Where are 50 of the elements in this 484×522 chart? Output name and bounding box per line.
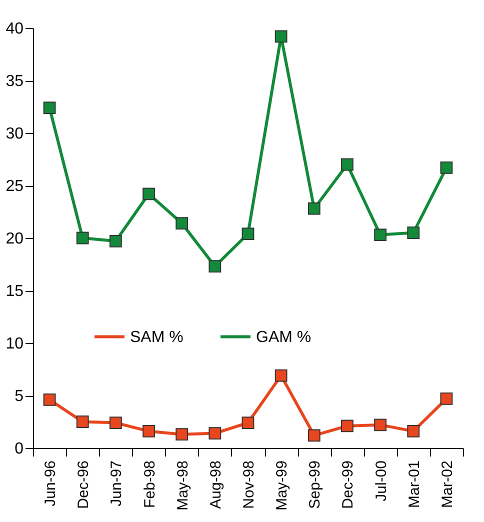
x-tick-label: Jun-96 xyxy=(42,460,60,506)
x-tick-label: May-98 xyxy=(174,460,192,511)
point xyxy=(208,260,222,273)
point xyxy=(308,202,320,215)
x-tick-label: Aug-98 xyxy=(207,460,224,509)
y-tick-label: 40 xyxy=(6,20,24,38)
y-tick-label: 15 xyxy=(6,283,24,300)
x-tick-label: Jul-00 xyxy=(372,460,390,502)
point xyxy=(407,425,420,438)
point xyxy=(76,416,89,428)
point xyxy=(242,228,254,240)
y-tick-label: 30 xyxy=(6,126,24,142)
point xyxy=(374,418,387,432)
point xyxy=(176,428,188,441)
point xyxy=(242,416,254,429)
x-tick-label: Dec-96 xyxy=(75,460,92,509)
legend-label: GAM % xyxy=(256,328,312,346)
point xyxy=(440,392,453,405)
point xyxy=(374,228,387,242)
legend-label: SAM % xyxy=(130,328,184,346)
point xyxy=(341,420,354,432)
x-tick-label: Sep-99 xyxy=(306,460,324,509)
y-tick-label: 0 xyxy=(14,440,24,458)
x-tick-label: Feb-98 xyxy=(141,460,158,508)
point xyxy=(43,102,56,114)
point xyxy=(341,158,354,171)
point xyxy=(142,425,155,438)
y-tick-label: 20 xyxy=(6,230,24,248)
point xyxy=(308,429,320,442)
point xyxy=(176,217,188,230)
y-tick-label: 25 xyxy=(6,178,24,195)
point xyxy=(274,30,288,43)
point xyxy=(142,188,155,200)
point xyxy=(76,232,89,244)
point xyxy=(109,234,122,248)
x-tick-label: Nov-98 xyxy=(240,460,258,509)
y-tick-label: 5 xyxy=(14,388,24,405)
y-tick-label: 10 xyxy=(6,336,24,352)
x-tick-label: May-99 xyxy=(274,460,291,511)
point xyxy=(440,161,453,174)
x-tick-label: Mar-02 xyxy=(438,460,456,508)
point xyxy=(274,369,288,382)
x-tick-label: Dec-99 xyxy=(340,460,357,509)
point xyxy=(407,226,420,239)
point xyxy=(43,394,56,406)
y-tick-label: 35 xyxy=(6,73,24,90)
point xyxy=(208,427,222,440)
x-tick-label: Mar-01 xyxy=(406,460,423,508)
x-tick-label: Jun-97 xyxy=(108,460,126,506)
point xyxy=(109,416,122,429)
